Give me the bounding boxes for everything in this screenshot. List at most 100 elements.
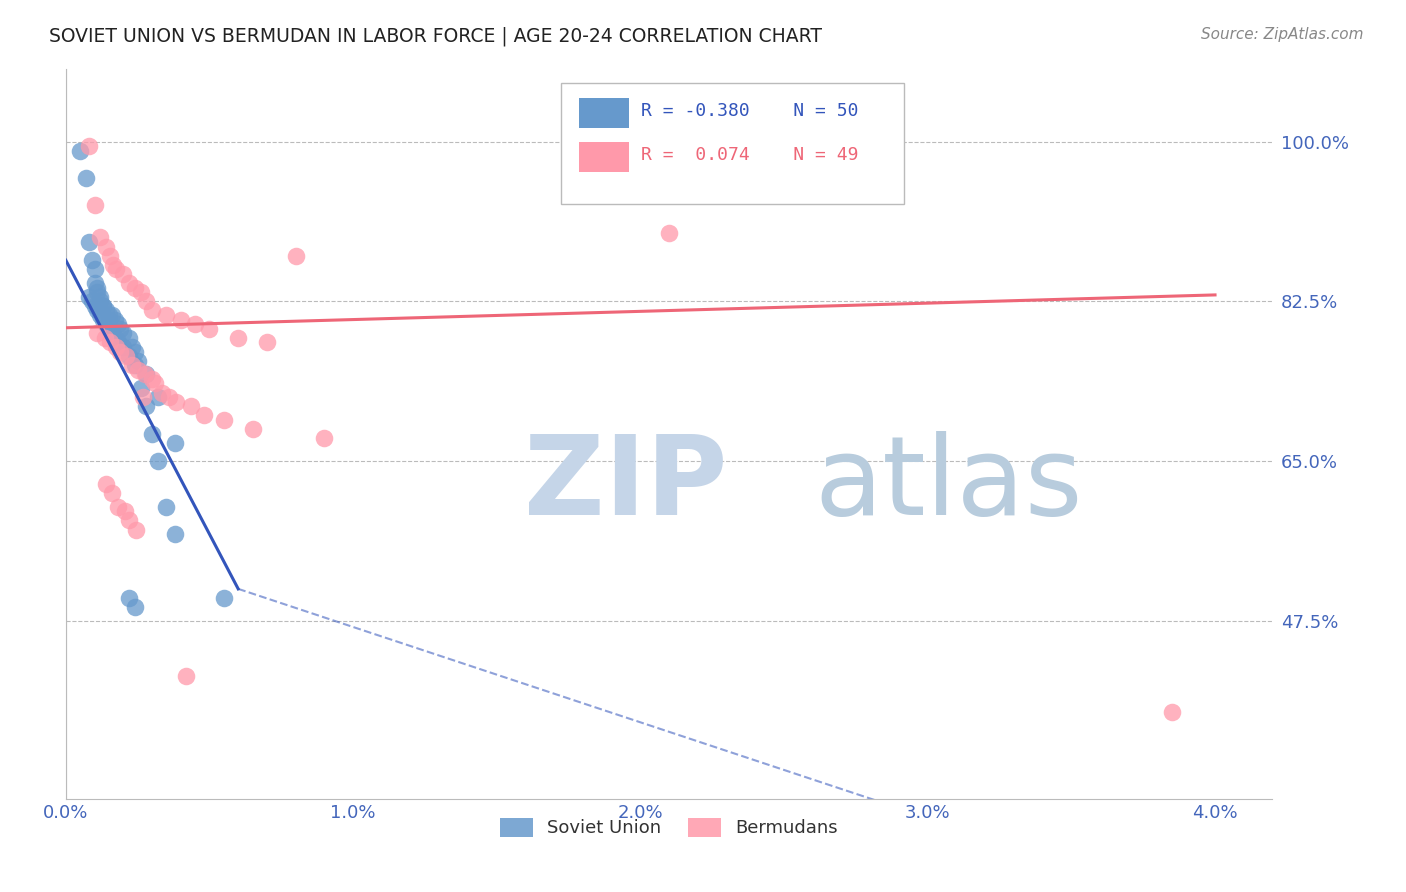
- Point: [86, 285, 108, 300]
- Point: [94, 303, 117, 318]
- Point: [107, 317, 129, 331]
- Point: [118, 276, 141, 290]
- Point: [77, 235, 100, 249]
- Point: [143, 376, 166, 391]
- Point: [112, 267, 135, 281]
- Point: [129, 381, 152, 395]
- Text: Source: ZipAtlas.com: Source: ZipAtlas.com: [1201, 27, 1364, 42]
- Point: [80, 294, 103, 309]
- Point: [89, 230, 111, 244]
- Point: [121, 358, 143, 372]
- Point: [150, 385, 173, 400]
- Point: [115, 349, 138, 363]
- Point: [134, 368, 156, 382]
- Point: [124, 600, 146, 615]
- Point: [124, 344, 146, 359]
- Point: [93, 331, 115, 345]
- Point: [125, 523, 148, 537]
- Point: [110, 321, 132, 335]
- Point: [176, 668, 198, 682]
- Point: [77, 139, 100, 153]
- Point: [242, 422, 264, 436]
- Point: [86, 326, 108, 341]
- Point: [226, 331, 249, 345]
- Point: [193, 409, 215, 423]
- Point: [314, 431, 336, 445]
- Point: [129, 285, 152, 300]
- Point: [83, 299, 105, 313]
- Point: [105, 340, 128, 354]
- Point: [135, 294, 157, 309]
- Point: [80, 253, 103, 268]
- Point: [91, 312, 114, 326]
- Point: [110, 344, 132, 359]
- Point: [163, 435, 186, 450]
- Text: R = -0.380    N = 50: R = -0.380 N = 50: [641, 102, 859, 120]
- Point: [77, 290, 100, 304]
- Point: [118, 513, 141, 527]
- Point: [170, 312, 193, 326]
- Point: [118, 349, 141, 363]
- Point: [658, 226, 681, 240]
- Point: [100, 486, 122, 500]
- Point: [91, 299, 114, 313]
- Point: [97, 308, 120, 322]
- Point: [103, 258, 125, 272]
- Point: [121, 340, 143, 354]
- Point: [163, 527, 186, 541]
- Point: [141, 426, 163, 441]
- Point: [83, 198, 105, 212]
- Point: [94, 476, 117, 491]
- Point: [180, 399, 202, 413]
- Point: [97, 321, 120, 335]
- Point: [155, 500, 177, 514]
- Text: R =  0.074    N = 49: R = 0.074 N = 49: [641, 145, 859, 164]
- Point: [284, 249, 307, 263]
- Point: [118, 591, 141, 605]
- Point: [86, 303, 108, 318]
- Point: [83, 262, 105, 277]
- Point: [94, 239, 117, 253]
- Point: [212, 413, 235, 427]
- Point: [107, 335, 129, 350]
- Point: [69, 144, 91, 158]
- Point: [89, 294, 111, 309]
- Point: [146, 454, 169, 468]
- Point: [127, 363, 149, 377]
- Text: SOVIET UNION VS BERMUDAN IN LABOR FORCE | AGE 20-24 CORRELATION CHART: SOVIET UNION VS BERMUDAN IN LABOR FORCE …: [49, 27, 823, 46]
- FancyBboxPatch shape: [579, 142, 630, 172]
- Point: [107, 500, 129, 514]
- Point: [157, 390, 180, 404]
- Point: [212, 591, 235, 605]
- Point: [135, 399, 157, 413]
- Text: ZIP: ZIP: [524, 432, 728, 538]
- Point: [146, 390, 169, 404]
- Point: [112, 340, 135, 354]
- Point: [105, 262, 128, 277]
- Point: [75, 171, 97, 186]
- Point: [256, 335, 278, 350]
- Point: [155, 308, 177, 322]
- Point: [98, 335, 121, 350]
- Point: [100, 326, 122, 341]
- Text: atlas: atlas: [814, 432, 1083, 538]
- Point: [184, 317, 207, 331]
- Point: [100, 308, 122, 322]
- Point: [83, 276, 105, 290]
- Point: [198, 321, 221, 335]
- Point: [124, 358, 146, 372]
- Legend: Soviet Union, Bermudans: Soviet Union, Bermudans: [494, 811, 845, 845]
- Point: [91, 299, 114, 313]
- Point: [104, 331, 127, 345]
- Point: [104, 312, 127, 326]
- Point: [94, 317, 117, 331]
- Point: [98, 249, 121, 263]
- Point: [112, 326, 135, 341]
- FancyBboxPatch shape: [561, 83, 904, 203]
- Point: [141, 303, 163, 318]
- Point: [89, 308, 111, 322]
- Point: [86, 280, 108, 294]
- Point: [165, 394, 187, 409]
- Point: [132, 390, 155, 404]
- Point: [97, 312, 120, 326]
